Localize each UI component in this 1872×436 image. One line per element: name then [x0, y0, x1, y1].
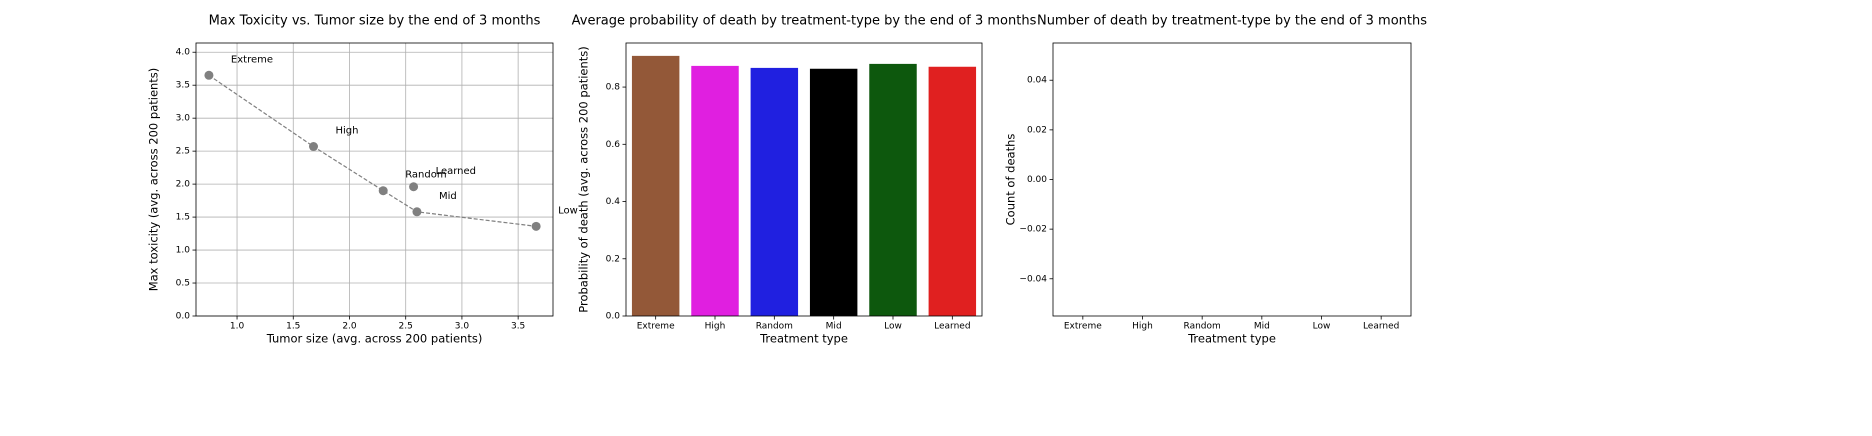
point — [378, 186, 388, 196]
point — [309, 142, 319, 152]
x-tick-label: 1.0 — [230, 322, 245, 332]
point-label: Extreme — [231, 54, 273, 65]
point — [204, 70, 214, 80]
x-tick-label: 3.0 — [455, 322, 470, 332]
point-label: Random — [405, 170, 446, 181]
y-tick-label: 1.0 — [176, 246, 191, 256]
chart-title: Average probability of death by treatmen… — [572, 14, 1037, 29]
x-tick-label: High — [1132, 322, 1153, 332]
x-tick-label: Low — [1313, 322, 1331, 332]
bar — [750, 67, 799, 316]
x-tick-label: Mid — [826, 322, 842, 332]
y-tick-label: 0.8 — [606, 83, 621, 93]
x-tick-label: Learned — [934, 322, 970, 332]
point-label: High — [336, 126, 359, 137]
x-tick-label: Random — [1184, 322, 1221, 332]
x-tick-label: Learned — [1363, 322, 1399, 332]
x-tick-label: High — [705, 322, 726, 332]
x-axis-label: Treatment type — [1187, 332, 1276, 346]
x-tick-label: 2.0 — [342, 322, 357, 332]
y-tick-label: 0.02 — [1027, 125, 1047, 135]
x-tick-label: 2.5 — [399, 322, 413, 332]
y-tick-label: 0.6 — [606, 140, 621, 150]
y-tick-label: 1.5 — [176, 213, 190, 223]
y-tick-label: 3.5 — [176, 81, 190, 91]
y-tick-label: −0.04 — [1019, 274, 1047, 284]
x-tick-label: Extreme — [1064, 322, 1102, 332]
y-axis-label: Max toxicity (avg. across 200 patients) — [147, 68, 161, 292]
point — [409, 182, 419, 192]
point-label: Low — [558, 205, 578, 216]
y-tick-label: −0.02 — [1019, 225, 1047, 235]
point-label: Mid — [439, 191, 457, 202]
plot-frame — [625, 42, 983, 317]
x-tick-label: 3.5 — [511, 322, 525, 332]
x-axis-label: Tumor size (avg. across 200 patients) — [266, 332, 483, 346]
plot-frame — [1052, 42, 1412, 317]
bar — [691, 65, 739, 316]
bar — [631, 55, 680, 317]
bar — [869, 63, 917, 316]
y-axis-label: Probability of death (avg. across 200 pa… — [577, 46, 591, 313]
y-tick-label: 0.0 — [176, 312, 191, 322]
chart-title: Number of death by treatment-type by the… — [1037, 14, 1427, 29]
y-tick-label: 0.5 — [176, 279, 190, 289]
plot-frame — [195, 42, 554, 317]
y-tick-label: 0.04 — [1027, 76, 1047, 86]
x-tick-label: Mid — [1254, 322, 1270, 332]
x-axis-label: Treatment type — [759, 332, 848, 346]
y-tick-label: 0.0 — [606, 312, 621, 322]
x-tick-label: Extreme — [637, 322, 675, 332]
x-tick-label: 1.5 — [286, 322, 300, 332]
point-label: Learned — [436, 166, 476, 177]
y-tick-label: 4.0 — [176, 48, 191, 58]
bar — [928, 66, 977, 316]
y-tick-label: 0.00 — [1027, 175, 1047, 185]
y-tick-label: 3.0 — [176, 114, 191, 124]
y-tick-label: 2.0 — [176, 180, 191, 190]
chart-title: Max Toxicity vs. Tumor size by the end o… — [209, 14, 541, 29]
frontier-line — [208, 74, 537, 227]
x-tick-label: Low — [884, 322, 902, 332]
y-axis-label: Count of deaths — [1004, 134, 1018, 226]
x-tick-label: Random — [756, 322, 793, 332]
y-tick-label: 2.5 — [176, 147, 190, 157]
y-tick-label: 0.2 — [606, 254, 620, 264]
y-tick-label: 0.4 — [606, 197, 621, 207]
bar — [809, 68, 858, 316]
point — [531, 221, 541, 231]
point — [412, 207, 422, 217]
